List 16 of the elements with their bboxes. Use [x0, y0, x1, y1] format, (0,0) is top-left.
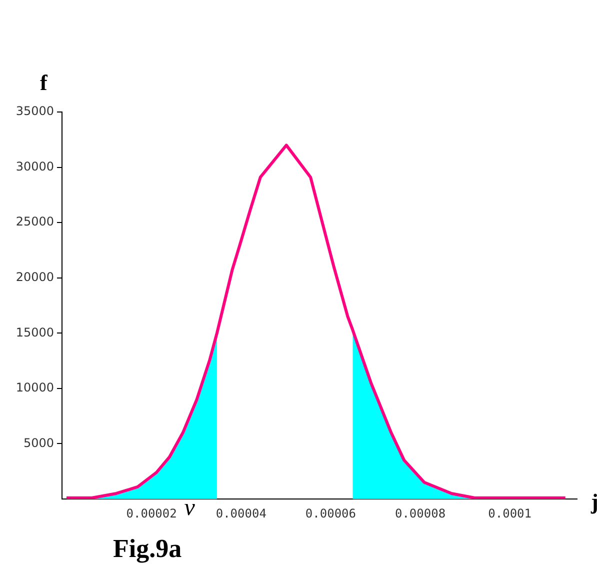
- y-tick-label: 10000: [16, 380, 54, 395]
- y-tick-label: 5000: [23, 436, 54, 450]
- y-tick-label: 30000: [16, 159, 54, 174]
- x-tick-label: 0.00002: [126, 506, 177, 520]
- y-tick-label: 35000: [16, 104, 54, 118]
- y-axis-title: f: [40, 70, 48, 95]
- y-tick-label: 20000: [16, 270, 54, 284]
- y-tick-label: 15000: [16, 325, 54, 340]
- x-tick-label: 0.0001: [488, 506, 532, 520]
- annotation: ν: [184, 495, 196, 521]
- x-axis-title: j: [590, 489, 597, 514]
- x-tick-label: 0.00008: [394, 506, 446, 520]
- x-tick-label: 0.00006: [305, 506, 356, 520]
- caption: Fig.9a: [113, 534, 182, 563]
- y-tick-label: 25000: [16, 214, 54, 229]
- x-tick-label: 0.00004: [216, 506, 266, 520]
